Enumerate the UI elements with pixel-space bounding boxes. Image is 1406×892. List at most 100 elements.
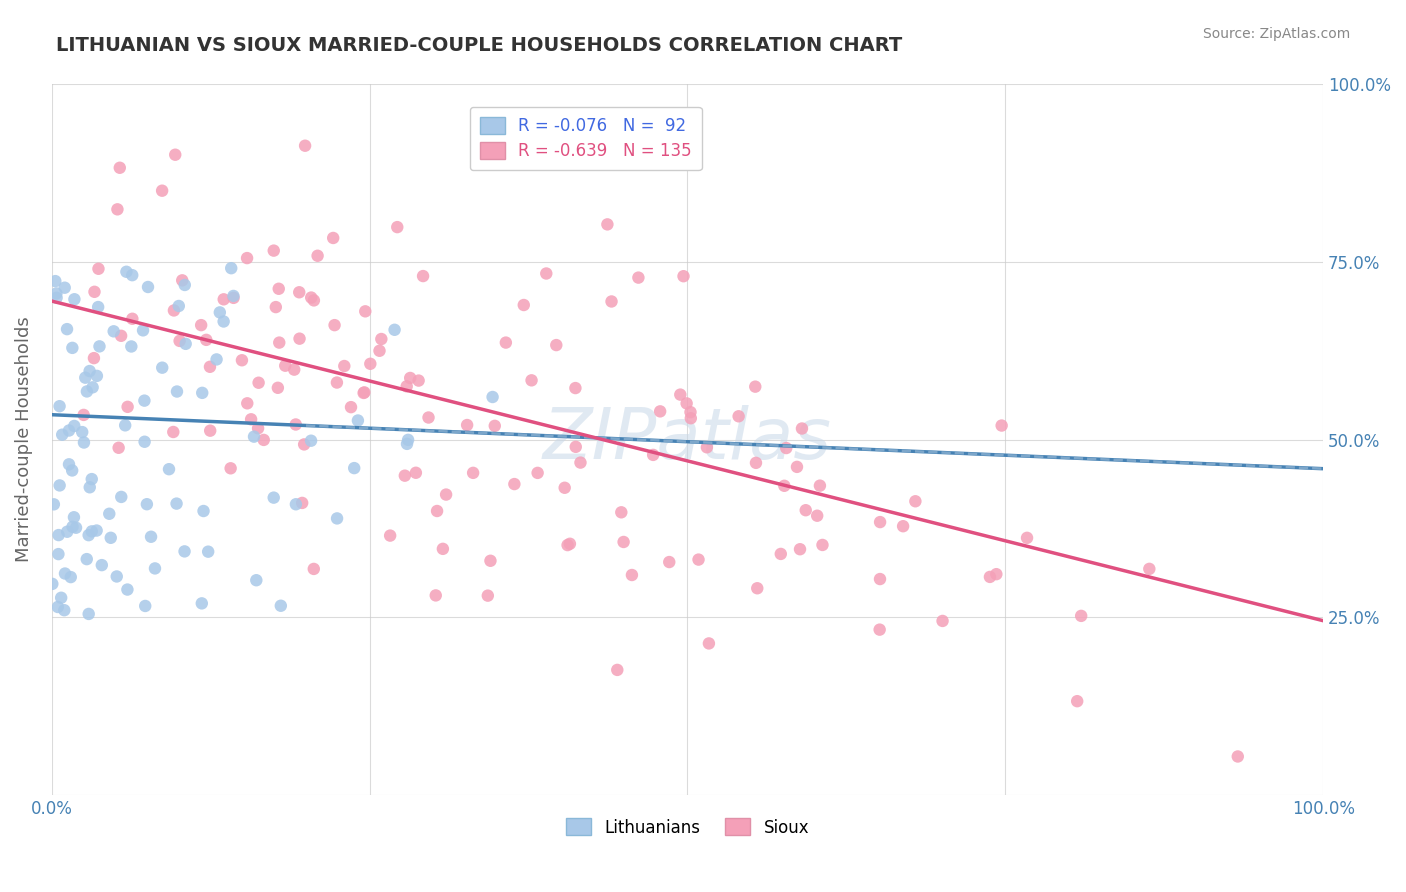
Point — [77, 607, 100, 621]
Point — [42, 497, 65, 511]
Point — [744, 379, 766, 393]
Point — [284, 497, 307, 511]
Point — [83, 285, 105, 299]
Point — [384, 323, 406, 337]
Point — [408, 374, 430, 388]
Point — [747, 581, 769, 595]
Point — [120, 339, 142, 353]
Point — [370, 332, 392, 346]
Point — [86, 524, 108, 538]
Point — [139, 530, 162, 544]
Point — [368, 343, 391, 358]
Point — [253, 433, 276, 447]
Point — [222, 291, 245, 305]
Point — [103, 324, 125, 338]
Point — [412, 268, 434, 283]
Point — [134, 393, 156, 408]
Point — [481, 390, 503, 404]
Point — [477, 589, 499, 603]
Point — [240, 412, 263, 426]
Point — [107, 441, 129, 455]
Point — [727, 409, 749, 424]
Point — [121, 268, 143, 282]
Point — [1137, 562, 1160, 576]
Point — [150, 184, 173, 198]
Point — [399, 371, 422, 385]
Point — [354, 304, 377, 318]
Text: ZIPatlas: ZIPatlas — [543, 405, 832, 474]
Point — [198, 359, 221, 374]
Point — [395, 379, 418, 393]
Point — [434, 487, 457, 501]
Point — [696, 440, 718, 454]
Point — [564, 381, 586, 395]
Point — [134, 434, 156, 449]
Point — [378, 528, 401, 542]
Point — [79, 480, 101, 494]
Point — [59, 570, 82, 584]
Point — [212, 314, 235, 328]
Point — [172, 273, 194, 287]
Point — [495, 335, 517, 350]
Point — [162, 425, 184, 439]
Point — [432, 541, 454, 556]
Point — [418, 410, 440, 425]
Point — [157, 462, 180, 476]
Point — [869, 572, 891, 586]
Point — [166, 497, 188, 511]
Point — [269, 335, 291, 350]
Point — [426, 504, 449, 518]
Point — [174, 336, 197, 351]
Point — [270, 599, 292, 613]
Point — [672, 269, 695, 284]
Point — [90, 558, 112, 573]
Point — [219, 261, 242, 276]
Point — [520, 373, 543, 387]
Point — [869, 515, 891, 529]
Point — [48, 399, 70, 413]
Point — [150, 360, 173, 375]
Point — [219, 461, 242, 475]
Point — [115, 265, 138, 279]
Point — [596, 218, 619, 232]
Text: Source: ZipAtlas.com: Source: ZipAtlas.com — [1202, 27, 1350, 41]
Point — [456, 417, 478, 432]
Point — [697, 636, 720, 650]
Point — [745, 456, 768, 470]
Point — [557, 538, 579, 552]
Point — [45, 286, 67, 301]
Point — [288, 285, 311, 300]
Point — [212, 293, 235, 307]
Point — [135, 497, 157, 511]
Point — [114, 418, 136, 433]
Point — [48, 547, 70, 561]
Point — [353, 386, 375, 401]
Point — [773, 479, 796, 493]
Point — [679, 411, 702, 425]
Point — [990, 418, 1012, 433]
Point — [263, 491, 285, 505]
Point — [569, 456, 592, 470]
Point — [669, 387, 692, 401]
Point — [387, 220, 409, 235]
Point — [513, 298, 536, 312]
Point — [143, 561, 166, 575]
Point — [274, 359, 297, 373]
Text: LITHUANIAN VS SIOUX MARRIED-COUPLE HOUSEHOLDS CORRELATION CHART: LITHUANIAN VS SIOUX MARRIED-COUPLE HOUSE… — [56, 36, 903, 54]
Point — [65, 521, 87, 535]
Point — [794, 503, 817, 517]
Point — [76, 384, 98, 399]
Point — [600, 294, 623, 309]
Point — [117, 582, 139, 597]
Legend: Lithuanians, Sioux: Lithuanians, Sioux — [560, 812, 815, 843]
Point — [808, 478, 831, 492]
Point — [479, 554, 502, 568]
Point — [806, 508, 828, 523]
Point — [650, 404, 672, 418]
Point — [89, 339, 111, 353]
Point — [643, 448, 665, 462]
Point — [394, 468, 416, 483]
Point — [986, 567, 1008, 582]
Point — [87, 261, 110, 276]
Point — [236, 251, 259, 265]
